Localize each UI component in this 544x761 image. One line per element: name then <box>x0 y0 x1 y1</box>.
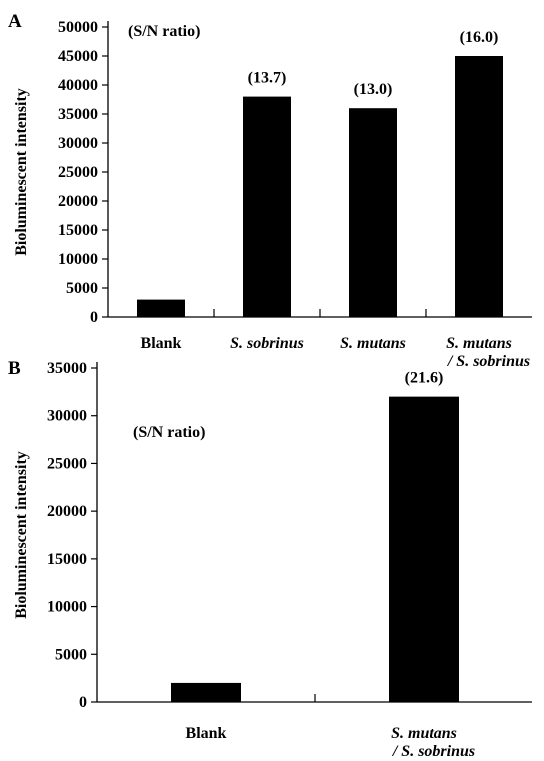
bar-annotation: (16.0) <box>460 29 499 46</box>
bar <box>455 56 503 317</box>
y-tick-label: 15000 <box>58 222 98 239</box>
y-tick-label: 25000 <box>58 164 98 181</box>
y-tick-label: 25000 <box>47 455 87 472</box>
category-label: S. mutans <box>340 335 406 352</box>
sn-ratio-note: (S/N ratio) <box>128 23 200 40</box>
y-tick-label: 10000 <box>58 251 98 268</box>
category-label: Blank <box>186 725 227 742</box>
bar <box>137 299 185 317</box>
category-label: S. mutans <box>446 335 512 352</box>
y-tick-label: 30000 <box>47 408 87 425</box>
bar <box>349 108 397 317</box>
bar-annotation: (13.0) <box>354 81 393 98</box>
sn-ratio-note: (S/N ratio) <box>133 424 205 441</box>
y-tick-label: 30000 <box>58 135 98 152</box>
y-tick-label: 45000 <box>58 48 98 65</box>
y-tick-label: 35000 <box>47 360 87 377</box>
panel-letter: B <box>8 358 21 379</box>
bar-annotation: (13.7) <box>248 70 287 87</box>
y-tick-label: 20000 <box>47 503 87 520</box>
y-tick-label: 0 <box>90 309 98 326</box>
bar-annotation: (21.6) <box>405 370 444 387</box>
panel-letter: A <box>8 11 22 32</box>
y-axis-title: Bioluminescent intensity <box>13 451 30 619</box>
category-label-line2: / S. sobrinus <box>392 743 475 760</box>
category-label: Blank <box>141 335 182 352</box>
bar <box>171 682 241 702</box>
category-label: S. mutans <box>391 725 457 742</box>
bar <box>243 96 291 317</box>
y-tick-label: 50000 <box>58 19 98 36</box>
y-tick-label: 20000 <box>58 193 98 210</box>
y-tick-label: 5000 <box>66 280 98 297</box>
category-label: S. sobrinus <box>230 335 304 352</box>
y-tick-label: 5000 <box>55 646 87 663</box>
y-tick-label: 0 <box>79 694 87 711</box>
category-label-line2: / S. sobrinus <box>447 353 530 370</box>
y-tick-label: 15000 <box>47 551 87 568</box>
y-tick-label: 40000 <box>58 77 98 94</box>
y-axis-title: Bioluminescent intensity <box>13 88 30 256</box>
y-tick-label: 10000 <box>47 599 87 616</box>
bar <box>389 396 459 702</box>
y-tick-label: 35000 <box>58 106 98 123</box>
